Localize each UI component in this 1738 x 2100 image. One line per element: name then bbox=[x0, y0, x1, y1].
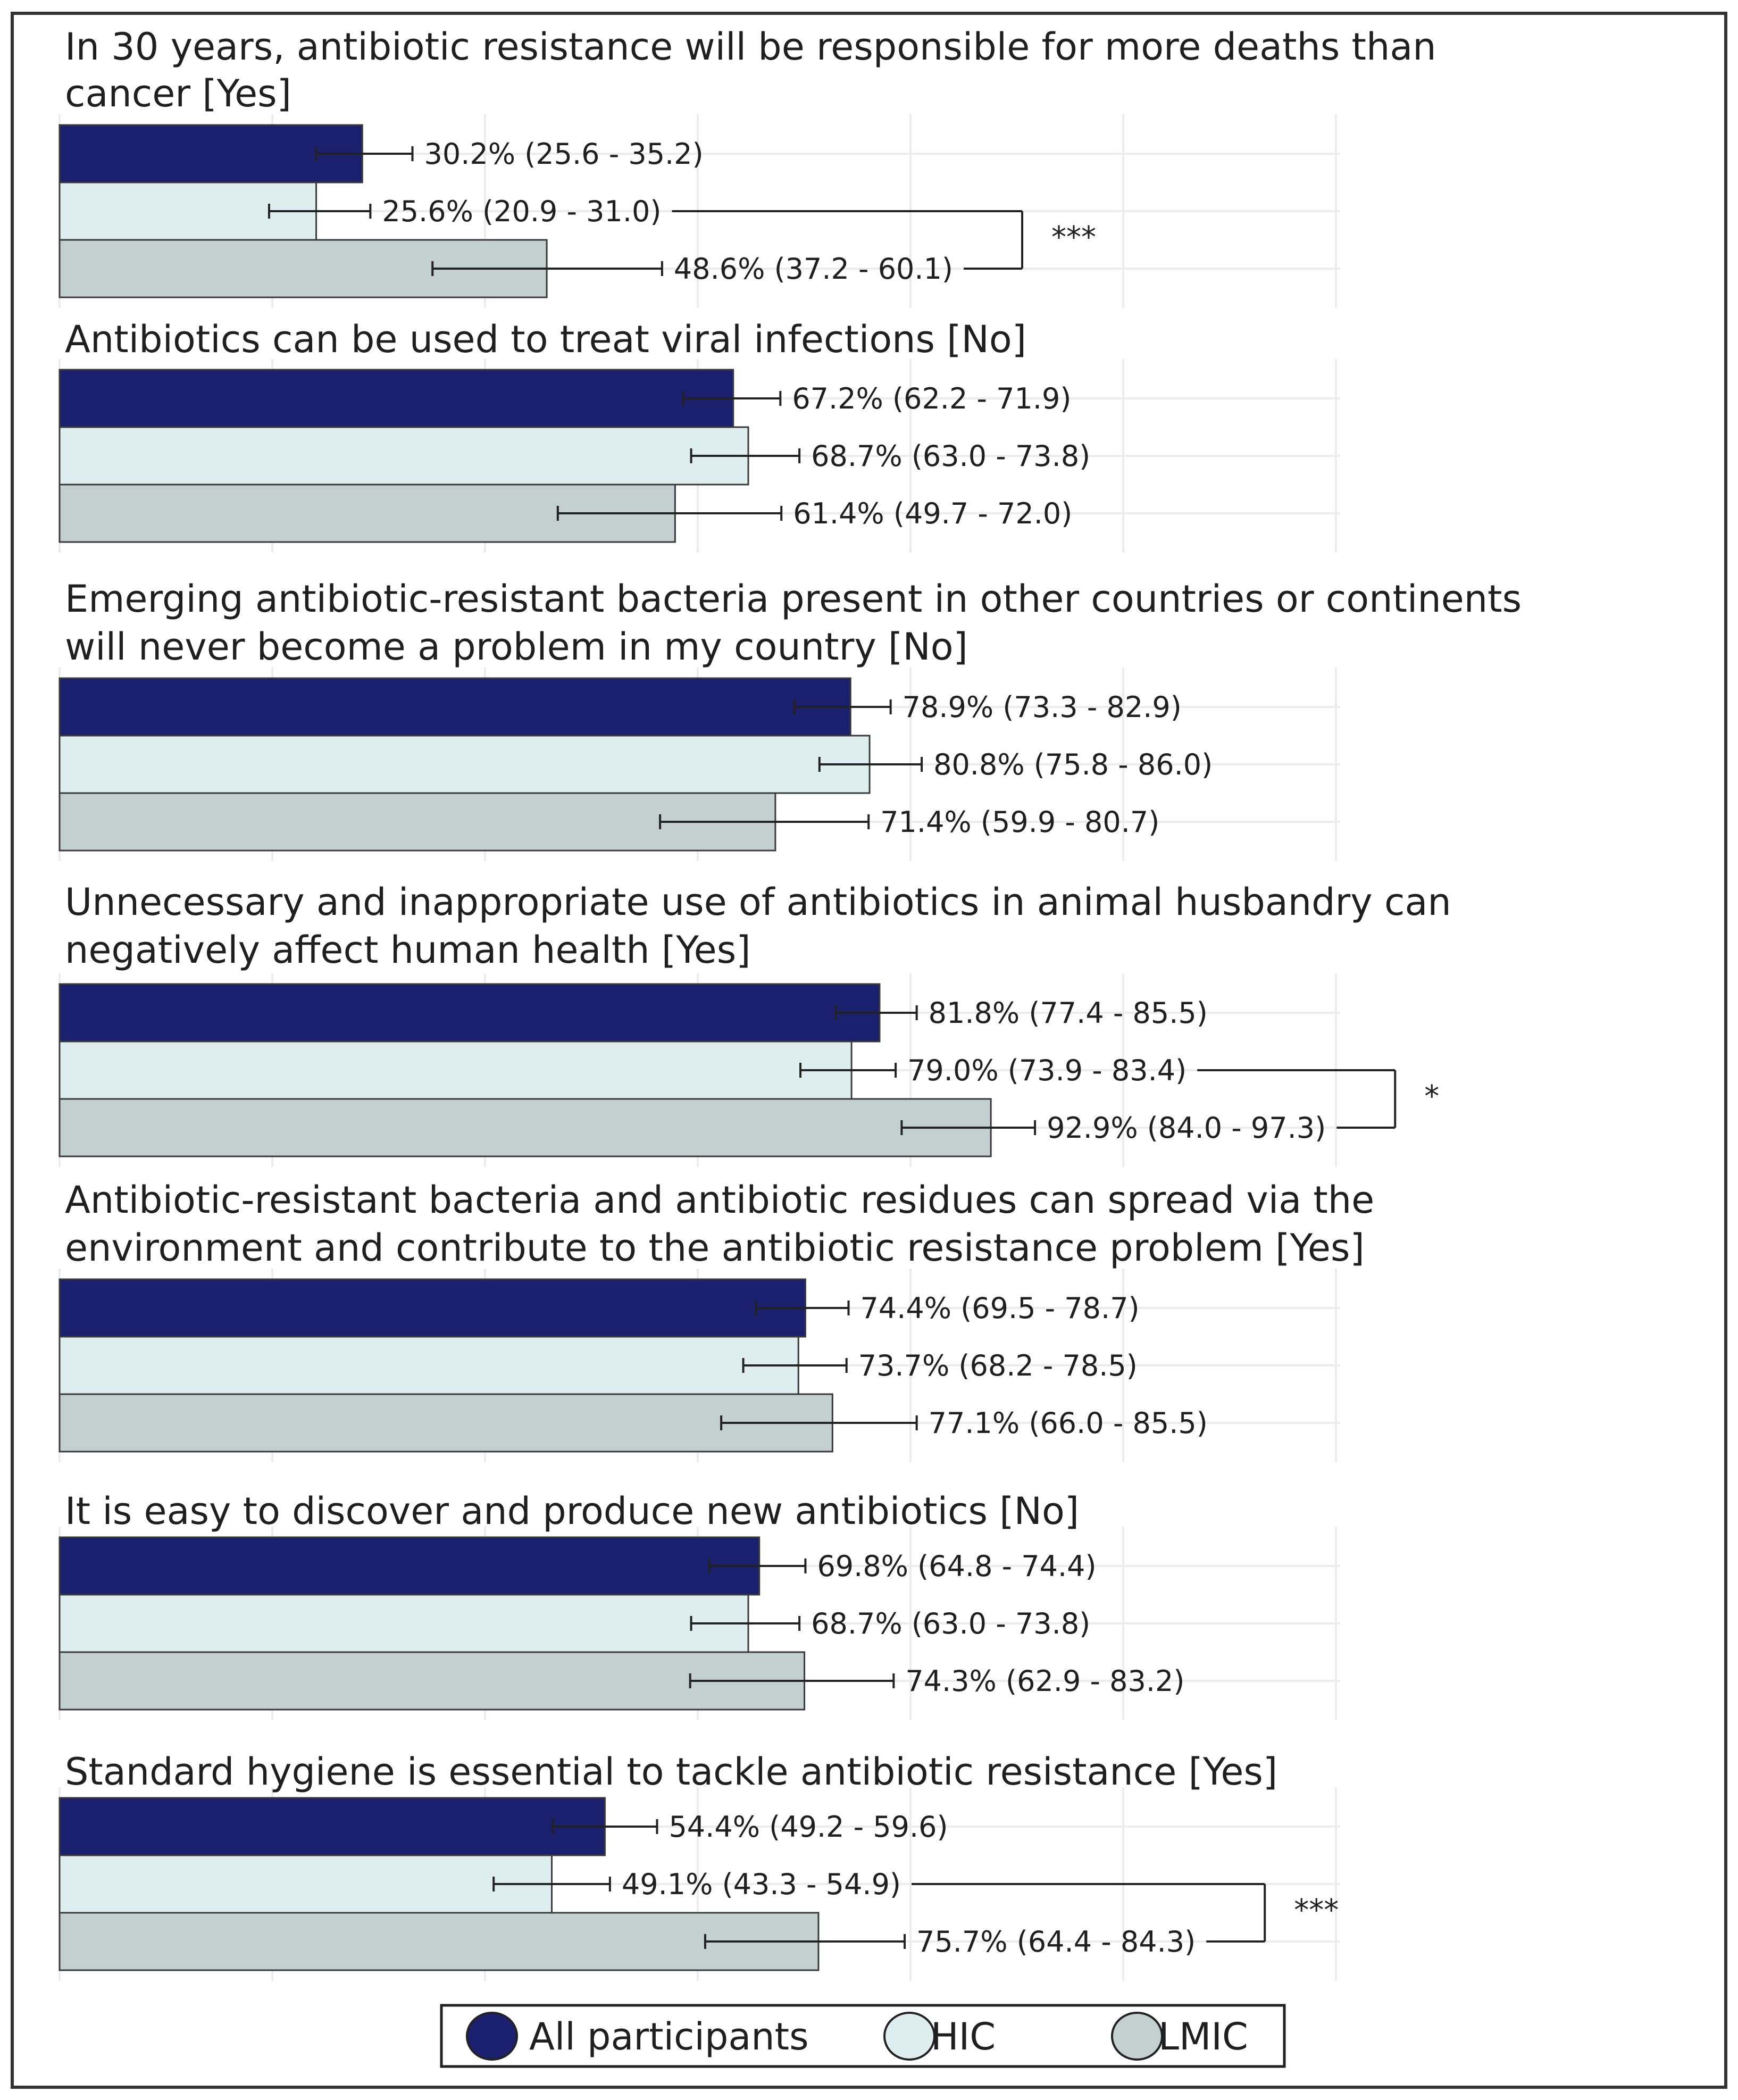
question-title-3-line-1: negatively affect human health [Yes] bbox=[65, 928, 751, 972]
data-label-6-1: 49.1% (43.3 - 54.9) bbox=[622, 1868, 901, 1901]
question-title-1-line-0: Antibiotics can be used to treat viral i… bbox=[65, 318, 1026, 361]
data-label-2-0: 78.9% (73.3 - 82.9) bbox=[903, 690, 1182, 724]
data-label-2-2: 71.4% (59.9 - 80.7) bbox=[880, 805, 1159, 839]
data-label-0-2: 48.6% (37.2 - 60.1) bbox=[674, 252, 953, 286]
data-label-4-2: 77.1% (66.0 - 85.5) bbox=[929, 1406, 1208, 1440]
data-label-0-0: 30.2% (25.6 - 35.2) bbox=[424, 137, 704, 171]
significance-marker-0: *** bbox=[1051, 220, 1096, 255]
data-label-3-1: 79.0% (73.9 - 83.4) bbox=[907, 1054, 1186, 1087]
question-title-4-line-1: environment and contribute to the antibi… bbox=[65, 1226, 1365, 1270]
data-label-5-2: 74.3% (62.9 - 83.2) bbox=[905, 1664, 1184, 1698]
bar-5-2 bbox=[59, 1651, 806, 1711]
bar-1-0 bbox=[59, 369, 734, 428]
bar-6-0 bbox=[59, 1797, 606, 1856]
bar-6-2 bbox=[59, 1912, 820, 1971]
data-label-6-2: 75.7% (64.4 - 84.3) bbox=[916, 1925, 1196, 1959]
data-label-2-1: 80.8% (75.8 - 86.0) bbox=[933, 748, 1213, 781]
question-title-0-line-1: cancer [Yes] bbox=[65, 72, 291, 115]
legend-swatch-1 bbox=[883, 2012, 935, 2061]
data-label-1-0: 67.2% (62.2 - 71.9) bbox=[792, 382, 1071, 415]
bar-2-2 bbox=[59, 792, 776, 852]
question-title-6-line-0: Standard hygiene is essential to tackle … bbox=[65, 1750, 1277, 1794]
significance-marker-3: * bbox=[1424, 1079, 1439, 1114]
bar-4-0 bbox=[59, 1278, 806, 1338]
question-title-3-line-0: Unnecessary and inappropriate use of ant… bbox=[65, 880, 1451, 924]
question-title-0-line-0: In 30 years, antibiotic resistance will … bbox=[65, 25, 1436, 69]
legend-label-2: LMIC bbox=[1158, 2015, 1248, 2059]
legend-label-1: HIC bbox=[931, 2015, 996, 2059]
legend-label-0: All participants bbox=[529, 2015, 809, 2059]
question-title-2-line-1: will never become a problem in my countr… bbox=[65, 625, 968, 669]
legend-swatch-2 bbox=[1111, 2012, 1163, 2061]
data-label-3-2: 92.9% (84.0 - 97.3) bbox=[1047, 1111, 1326, 1145]
bar-0-0 bbox=[59, 124, 363, 184]
significance-marker-6: *** bbox=[1294, 1893, 1339, 1928]
bar-6-1 bbox=[59, 1854, 553, 1914]
bar-1-1 bbox=[59, 426, 749, 486]
question-title-2-line-0: Emerging antibiotic-resistant bacteria p… bbox=[65, 577, 1522, 621]
data-label-4-0: 74.4% (69.5 - 78.7) bbox=[860, 1291, 1139, 1325]
bar-3-1 bbox=[59, 1040, 853, 1100]
bar-5-0 bbox=[59, 1536, 761, 1596]
data-label-4-1: 73.7% (68.2 - 78.5) bbox=[858, 1349, 1138, 1382]
bar-3-0 bbox=[59, 983, 881, 1043]
data-label-0-1: 25.6% (20.9 - 31.0) bbox=[382, 195, 661, 228]
data-label-1-2: 61.4% (49.7 - 72.0) bbox=[793, 497, 1072, 530]
question-title-4-line-0: Antibiotic-resistant bacteria and antibi… bbox=[65, 1178, 1374, 1222]
data-label-3-0: 81.8% (77.4 - 85.5) bbox=[929, 996, 1208, 1030]
bar-4-2 bbox=[59, 1393, 833, 1453]
bar-3-2 bbox=[59, 1098, 992, 1157]
bar-2-1 bbox=[59, 735, 871, 794]
data-label-5-1: 68.7% (63.0 - 73.8) bbox=[811, 1607, 1090, 1640]
data-label-6-0: 54.4% (49.2 - 59.6) bbox=[669, 1810, 948, 1844]
bar-2-0 bbox=[59, 677, 851, 737]
bar-4-1 bbox=[59, 1336, 799, 1395]
bar-5-1 bbox=[59, 1594, 749, 1653]
question-title-5-line-0: It is easy to discover and produce new a… bbox=[65, 1489, 1079, 1533]
data-label-1-1: 68.7% (63.0 - 73.8) bbox=[811, 439, 1090, 473]
data-label-5-0: 69.8% (64.8 - 74.4) bbox=[817, 1549, 1096, 1583]
legend-swatch-0 bbox=[466, 2012, 518, 2061]
